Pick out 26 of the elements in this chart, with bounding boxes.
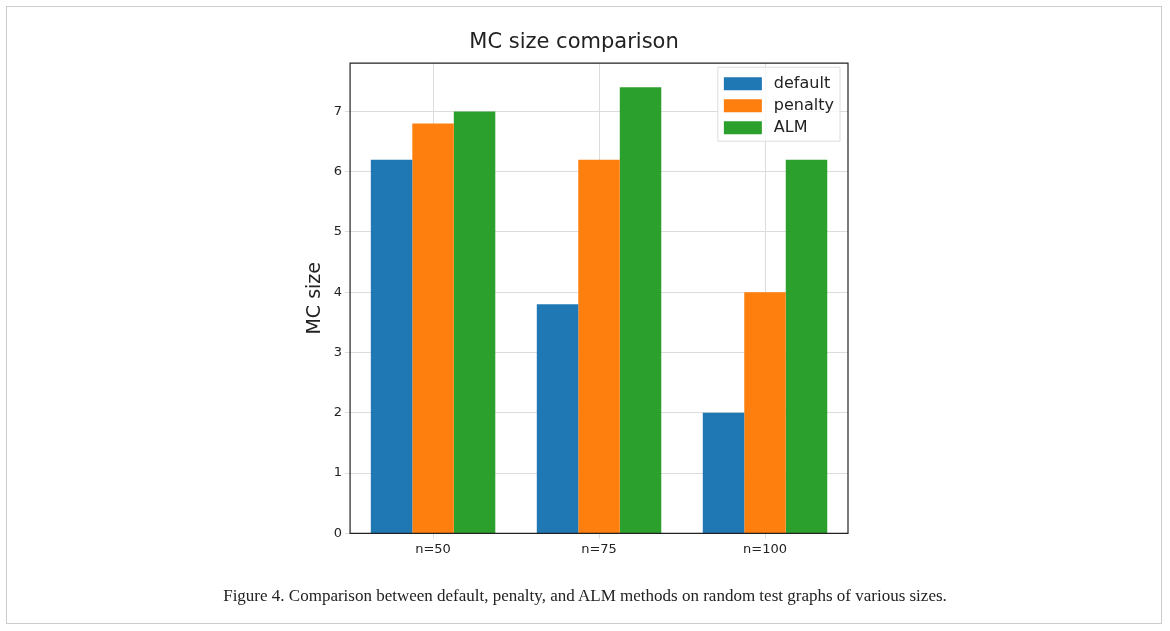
y-tick-label: 0 xyxy=(333,524,343,540)
x-tick-label: n=100 xyxy=(743,540,787,556)
bar xyxy=(578,159,620,533)
y-tick-label: 2 xyxy=(333,404,343,420)
bar xyxy=(702,412,745,533)
bar xyxy=(412,123,454,533)
y-tick-label: 1 xyxy=(333,464,343,480)
legend-label: default xyxy=(773,73,831,93)
bar xyxy=(785,159,828,533)
y-tick-label: 3 xyxy=(333,343,343,359)
bar xyxy=(744,292,786,533)
bar xyxy=(536,304,579,533)
x-tick-label: n=50 xyxy=(415,540,451,556)
y-axis-title: MC size xyxy=(302,262,325,335)
legend-label: ALM xyxy=(773,117,808,137)
chart-title: MC size comparison xyxy=(469,29,679,54)
bar xyxy=(453,111,496,533)
y-tick-label: 7 xyxy=(333,102,343,118)
y-tick-label: 6 xyxy=(333,163,343,179)
x-tick-label: n=75 xyxy=(581,540,617,556)
y-tick-label: 5 xyxy=(333,223,343,239)
bar xyxy=(370,159,413,533)
bar xyxy=(619,87,662,533)
legend-label: penalty xyxy=(773,95,835,115)
caption: Figure 4. Comparison between default, penalty, and ALM methods on random test graphs of various sizes. xyxy=(222,586,948,606)
y-tick-label: 4 xyxy=(333,283,343,299)
